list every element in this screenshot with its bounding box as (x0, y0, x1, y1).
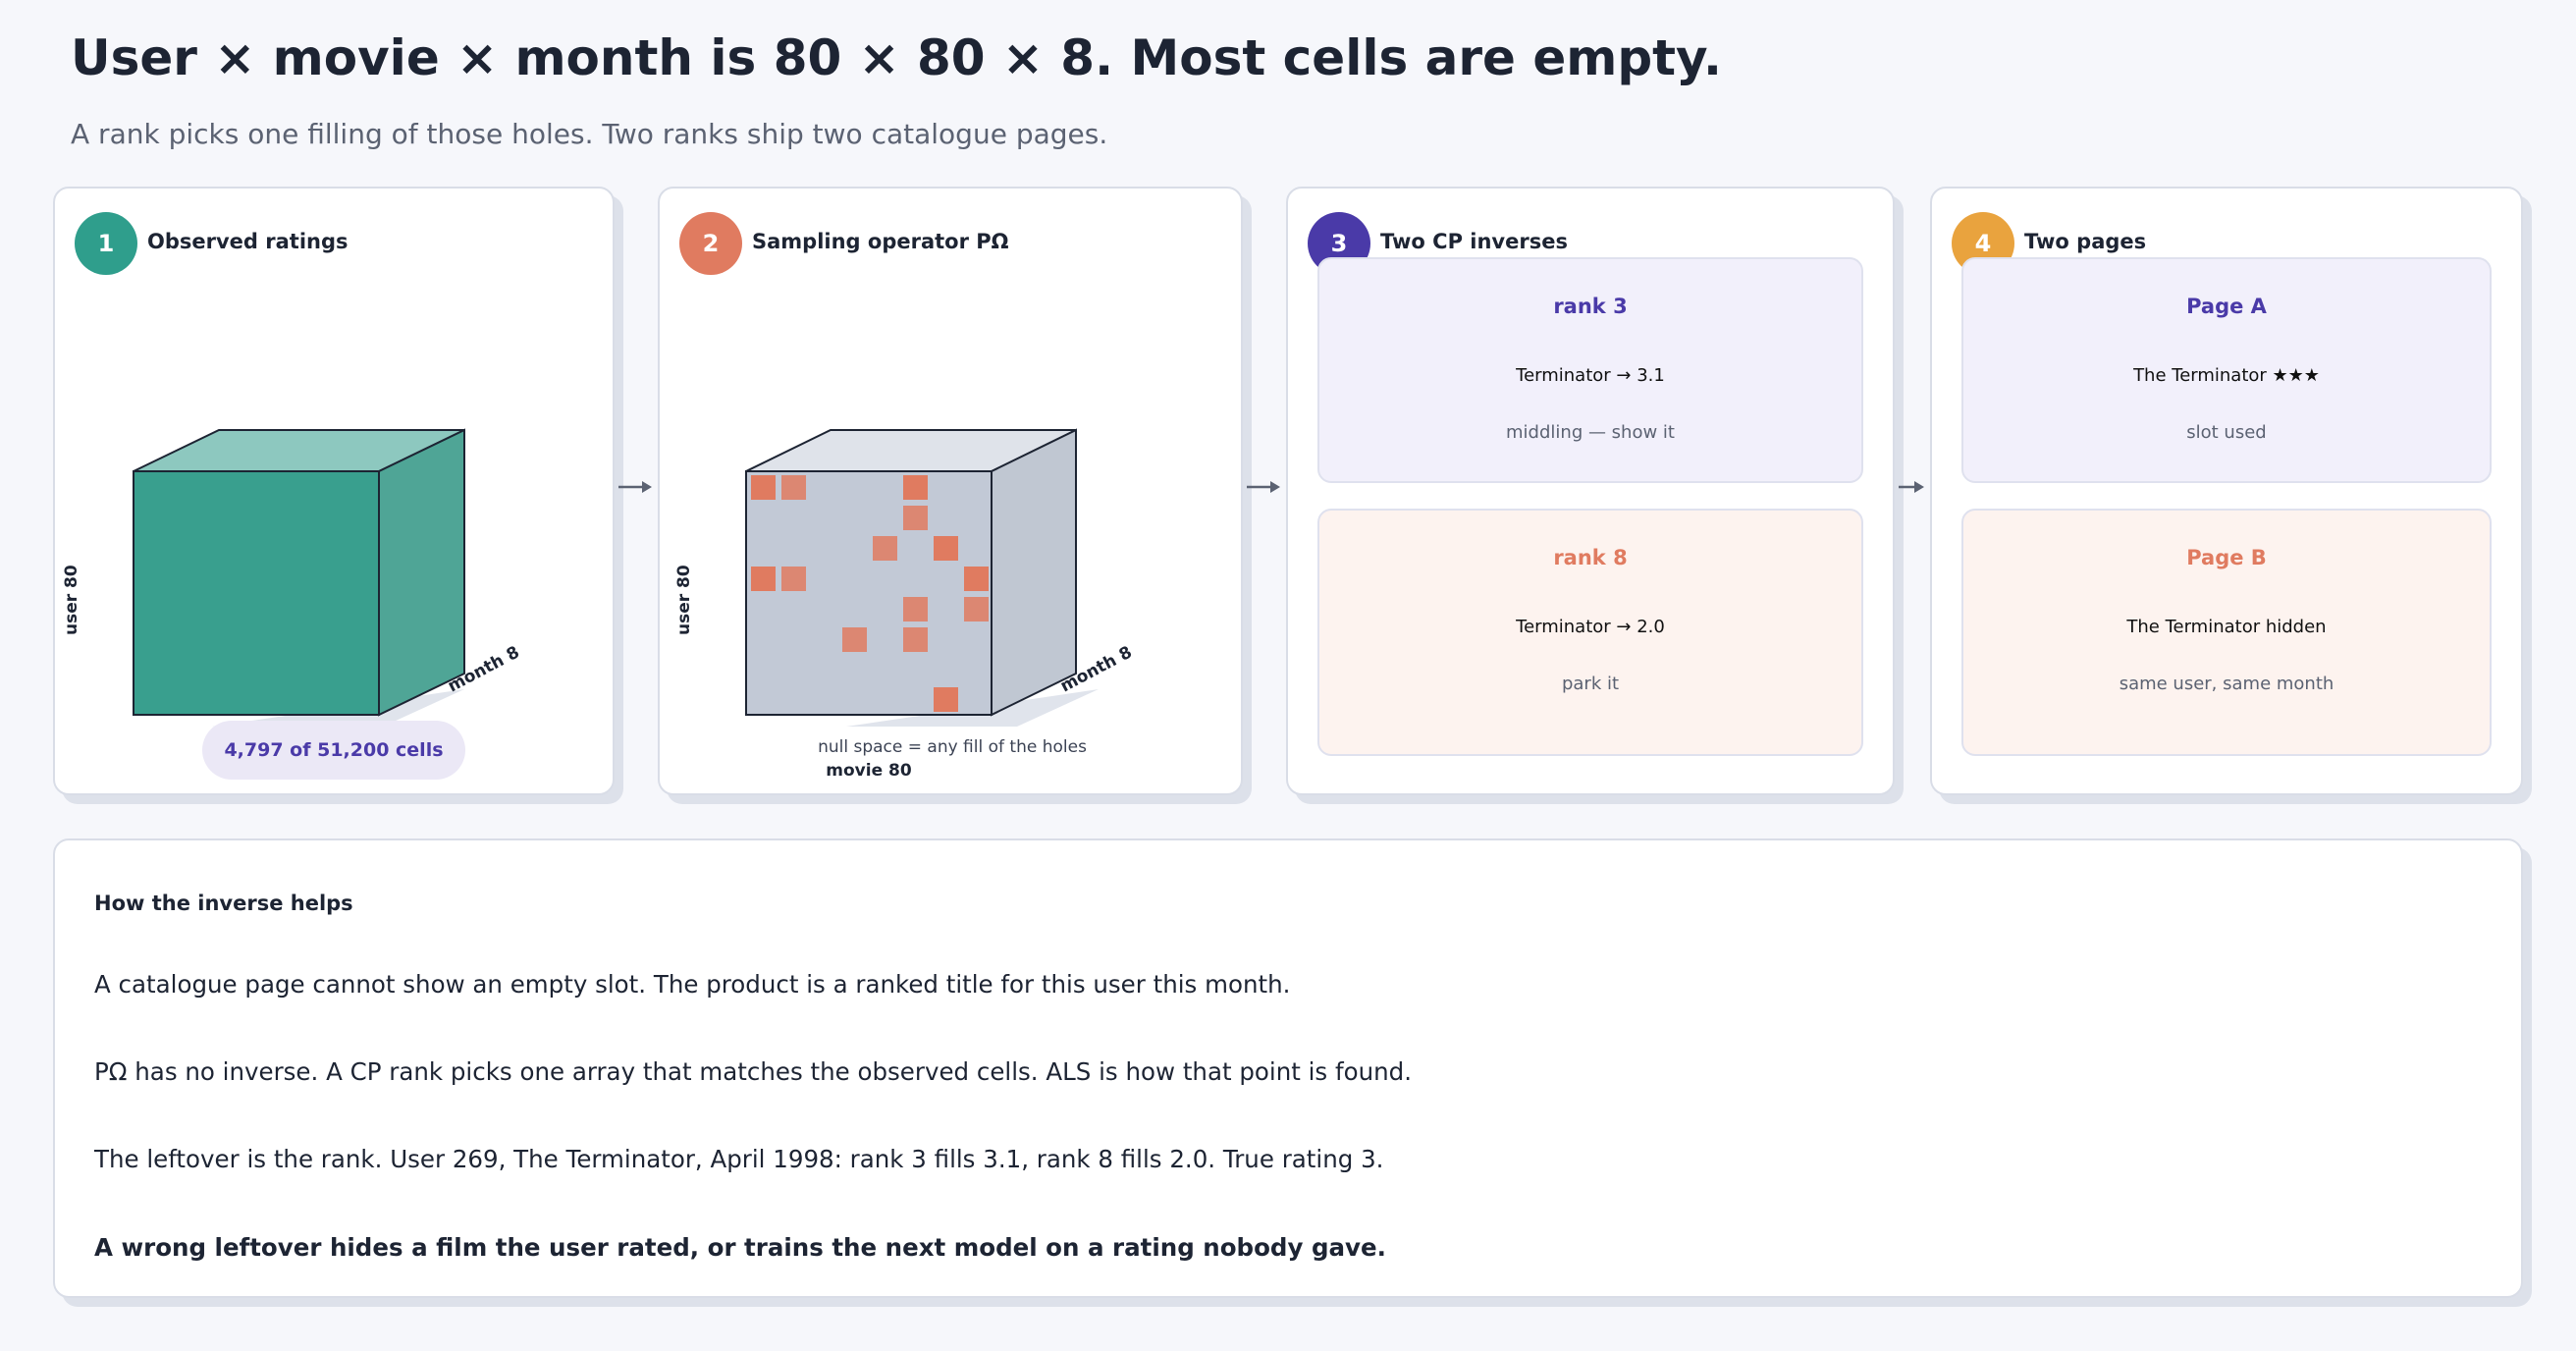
explanation-panel (53, 838, 2523, 1298)
observed-cell (842, 627, 867, 652)
arrow-right-icon (1899, 481, 1924, 493)
observed-cell (934, 687, 958, 712)
rank-8-value: Terminator → 2.0 (1516, 617, 1665, 637)
axis-label-movie: movie 80 (826, 761, 912, 781)
explanation-line-1: A catalogue page cannot show an empty sl… (94, 970, 1291, 999)
cube-front-face (745, 470, 993, 716)
cube-front-face (133, 470, 380, 716)
step-badge-1: 1 (75, 212, 137, 275)
observed-cell (781, 475, 806, 500)
panel-two-pages: 4 Two pages Page A The Terminator ★★★ sl… (1930, 187, 2523, 795)
panel-title-1: Observed ratings (147, 230, 349, 253)
observed-cell (903, 506, 928, 530)
panel-title-2: Sampling operator PΩ (752, 230, 1009, 253)
page-a-note: slot used (2186, 422, 2267, 443)
rank-3-label: rank 3 (1553, 295, 1628, 318)
observed-count-pill: 4,797 of 51,200 cells (202, 721, 465, 780)
panel-observed-ratings: 1 Observed ratings user 80 month 8 4,797… (53, 187, 615, 795)
observed-cell (964, 597, 989, 621)
explanation-line-3: The leftover is the rank. User 269, The … (94, 1145, 1384, 1173)
cube-shadow (132, 689, 464, 727)
page-subtitle: A rank picks one filling of those holes.… (71, 118, 1108, 150)
observed-cell (873, 536, 897, 561)
observed-cell (964, 567, 989, 591)
page-b-label: Page B (2186, 546, 2267, 569)
page-b-note: same user, same month (2119, 674, 2334, 694)
observed-cells (751, 475, 989, 712)
rank-8-card: rank 8 Terminator → 2.0 park it (1317, 509, 1863, 756)
rank-8-note: park it (1561, 674, 1620, 694)
observed-cell (934, 536, 958, 561)
explanation-heading: How the inverse helps (94, 892, 353, 915)
observed-count-text: 4,797 of 51,200 cells (224, 739, 444, 761)
rank-8-label: rank 8 (1553, 546, 1628, 569)
rank-3-card: rank 3 Terminator → 3.1 middling — show … (1317, 257, 1863, 483)
step-badge-2: 2 (679, 212, 742, 275)
panel-sampling-operator: 2 Sampling operator PΩ user 80 month 8 n… (658, 187, 1243, 795)
observed-cell (903, 597, 928, 621)
observed-cell (903, 627, 928, 652)
cube-side-face (378, 428, 465, 717)
axis-label-user: user 80 (62, 565, 81, 635)
rank-3-note: middling — show it (1506, 422, 1675, 443)
observed-cube-diagram: user 80 month 8 (62, 428, 523, 727)
page-a-card: Page A The Terminator ★★★ slot used (1961, 257, 2492, 483)
arrow-right-icon (1247, 481, 1280, 493)
axis-label-user: user 80 (674, 565, 694, 635)
explanation-line-2: PΩ has no inverse. A CP rank picks one a… (94, 1057, 1412, 1086)
page-b-card: Page B The Terminator hidden same user, … (1961, 509, 2492, 756)
page-title: User × movie × month is 80 × 80 × 8. Mos… (71, 29, 1723, 86)
observed-cell (903, 475, 928, 500)
cube-side-face (991, 428, 1077, 717)
arrow-right-icon (618, 481, 652, 493)
observed-cell (751, 567, 776, 591)
page-b-value: The Terminator hidden (2126, 617, 2327, 637)
explanation-conclusion: A wrong leftover hides a film the user r… (94, 1233, 1386, 1262)
panel-cp-inverses: 3 Two CP inverses rank 3 Terminator → 3.… (1286, 187, 1895, 795)
cube-shadow (776, 689, 1099, 727)
panel-title-4: Two pages (2024, 230, 2147, 253)
null-space-note: null space = any fill of the holes (818, 737, 1087, 757)
panel-title-3: Two CP inverses (1380, 230, 1568, 253)
rank-3-value: Terminator → 3.1 (1516, 365, 1665, 386)
page-a-value: The Terminator ★★★ (2133, 365, 2320, 386)
observed-cell (751, 475, 776, 500)
sampling-cube-diagram: user 80 month 8 null space = any fill of… (674, 428, 1136, 781)
observed-cell (781, 567, 806, 591)
page-a-label: Page A (2186, 295, 2267, 318)
